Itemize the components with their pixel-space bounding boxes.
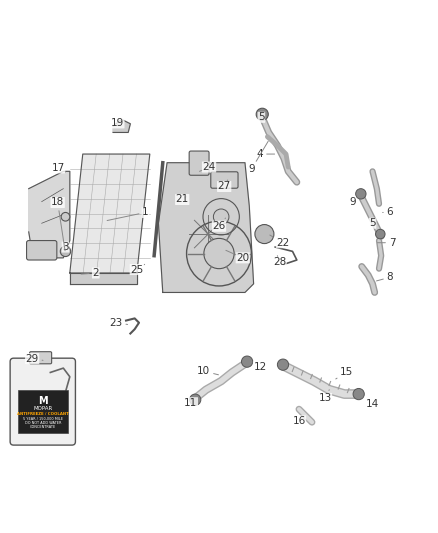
Circle shape (60, 246, 71, 256)
Text: 9: 9 (349, 196, 360, 207)
Text: 22: 22 (270, 235, 290, 248)
Circle shape (256, 108, 268, 120)
FancyBboxPatch shape (189, 151, 209, 175)
Text: 20: 20 (226, 251, 249, 263)
Text: 23: 23 (110, 318, 127, 328)
Text: CONCENTRATE: CONCENTRATE (30, 425, 56, 429)
Text: 1: 1 (107, 207, 149, 221)
Circle shape (353, 389, 364, 400)
Text: 25: 25 (130, 264, 145, 274)
Circle shape (204, 238, 234, 269)
Circle shape (255, 224, 274, 244)
Circle shape (190, 394, 201, 405)
Text: 29: 29 (25, 353, 43, 364)
Text: 16: 16 (293, 416, 306, 426)
Text: 13: 13 (318, 390, 332, 403)
FancyBboxPatch shape (10, 358, 75, 445)
Text: 21: 21 (176, 195, 189, 205)
Text: 9: 9 (248, 141, 268, 174)
Polygon shape (29, 172, 70, 258)
Text: 12: 12 (250, 362, 267, 372)
Text: 10: 10 (197, 366, 219, 376)
Circle shape (277, 359, 289, 370)
Polygon shape (113, 119, 131, 132)
Text: 5 YEAR / 150,000 MILE: 5 YEAR / 150,000 MILE (23, 417, 63, 421)
Text: 18: 18 (51, 198, 65, 251)
Text: M: M (38, 397, 48, 407)
FancyBboxPatch shape (18, 390, 67, 433)
Text: 24: 24 (200, 162, 215, 172)
Polygon shape (70, 154, 150, 273)
Polygon shape (70, 273, 137, 284)
FancyBboxPatch shape (211, 172, 238, 188)
Text: 28: 28 (273, 256, 286, 267)
Text: 3: 3 (62, 242, 69, 252)
Text: 6: 6 (383, 207, 393, 217)
Circle shape (356, 189, 366, 199)
Text: 5: 5 (369, 218, 378, 231)
Circle shape (375, 229, 385, 239)
Circle shape (61, 213, 70, 221)
Text: 15: 15 (336, 367, 353, 379)
Text: 2: 2 (81, 268, 99, 278)
Text: 8: 8 (377, 272, 393, 282)
Circle shape (213, 209, 229, 224)
Text: 5: 5 (258, 112, 265, 122)
Text: 19: 19 (111, 118, 124, 128)
Text: 7: 7 (378, 238, 395, 248)
Text: MOPAR: MOPAR (33, 406, 53, 411)
Text: 17: 17 (52, 163, 66, 173)
Text: 11: 11 (184, 398, 198, 408)
Circle shape (241, 356, 253, 367)
FancyBboxPatch shape (30, 352, 52, 364)
Text: 27: 27 (218, 180, 231, 191)
FancyBboxPatch shape (27, 240, 57, 260)
Text: 26: 26 (212, 218, 226, 231)
Text: DO NOT ADD WATER: DO NOT ADD WATER (25, 421, 61, 425)
Text: 4: 4 (257, 149, 275, 159)
Text: ANTIFREEZE / COOLANT: ANTIFREEZE / COOLANT (17, 412, 69, 416)
Text: 14: 14 (361, 395, 379, 409)
Polygon shape (159, 163, 254, 293)
